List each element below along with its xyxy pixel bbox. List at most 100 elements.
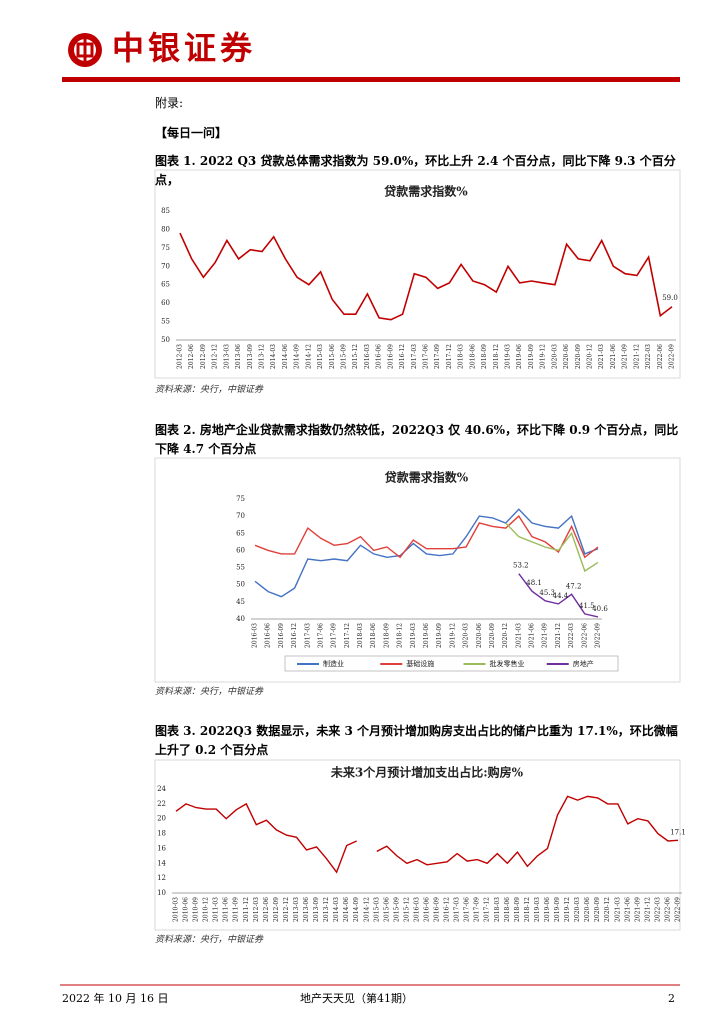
x-tick-label: 2021-09 [634,897,641,922]
legend-label: 批发零售业 [490,659,525,668]
x-tick-label: 2015-12 [352,344,359,369]
x-tick-label: 2019-03 [410,623,417,648]
data-label: 40.6 [592,605,608,613]
x-tick-label: 2011-12 [243,897,250,922]
y-tick-label: 75 [236,495,245,503]
x-tick-label: 2017-09 [474,897,481,922]
x-tick-label: 2021-03 [515,623,522,648]
line-series [505,522,599,573]
x-tick-label: 2014-12 [305,344,312,369]
x-tick-label: 2016-03 [364,344,371,369]
x-tick-label: 2018-12 [397,623,404,648]
legend-label: 基础设施 [406,659,434,668]
x-tick-label: 2010-06 [183,897,190,922]
y-tick-label: 60 [161,299,170,307]
y-tick-label: 55 [161,318,170,326]
x-tick-label: 2012-12 [283,897,290,922]
y-tick-label: 70 [236,512,245,520]
x-tick-label: 2013-12 [259,344,266,369]
x-tick-label: 2013-03 [223,344,230,369]
x-tick-label: 2020-03 [463,623,470,648]
brand: 中银证券 [112,29,257,67]
x-tick-label: 2012-09 [273,897,280,922]
chart-title: 未来3个月预计增加支出占比:购房% [330,765,524,780]
x-tick-label: 2020-09 [489,623,496,648]
y-tick-label: 20 [157,815,166,823]
x-tick-label: 2021-12 [633,344,640,369]
x-tick-label: 2021-06 [529,623,536,648]
x-tick-label: 2017-06 [464,897,471,922]
x-tick-label: 2019-09 [554,897,561,922]
line-series [254,515,599,559]
line-series [254,508,599,598]
x-tick-label: 2013-03 [293,897,300,922]
x-tick-label: 2010-03 [173,897,180,922]
data-label: 44.4 [553,592,569,600]
x-tick-label: 2019-06 [423,623,430,648]
source: 资料来源：央行，中银证券 [155,385,264,395]
x-tick-label: 2018-09 [514,897,521,922]
x-tick-label: 2021-12 [555,623,562,648]
x-tick-label: 2011-09 [233,897,240,922]
y-tick-label: 40 [236,615,245,623]
line-series [179,232,673,321]
line-series [175,795,679,874]
x-tick-label: 2022-06 [657,344,664,369]
y-tick-label: 70 [161,262,170,270]
x-tick-label: 2017-06 [423,344,430,369]
data-label: 53.2 [513,562,529,570]
x-tick-label: 2013-06 [235,344,242,369]
x-tick-label: 2022-09 [675,897,682,922]
x-tick-label: 2014-09 [353,897,360,922]
x-tick-label: 2020-06 [563,344,570,369]
x-tick-label: 2022-03 [568,623,575,648]
y-tick-label: 65 [161,281,170,289]
x-tick-label: 2017-06 [317,623,324,648]
y-tick-label: 14 [157,859,166,867]
x-tick-label: 2010-09 [193,897,200,922]
x-tick-label: 2018-09 [481,344,488,369]
x-tick-label: 2017-12 [344,623,351,648]
x-tick-label: 2019-06 [516,344,523,369]
x-tick-label: 2021-12 [644,897,651,922]
x-tick-label: 2017-12 [484,897,491,922]
x-tick-label: 2013-06 [303,897,310,922]
x-tick-label: 2011-06 [223,897,230,922]
x-tick-label: 2018-06 [370,623,377,648]
x-tick-label: 2018-03 [458,344,465,369]
x-tick-label: 2011-03 [213,897,220,922]
x-tick-label: 2019-03 [505,344,512,369]
header-rule [62,77,680,82]
x-tick-label: 2020-03 [551,344,558,369]
data-label: 41.5 [579,602,595,610]
frame [154,759,681,931]
x-tick-label: 2012-03 [253,897,260,922]
x-tick-label: 2019-06 [544,897,551,922]
y-tick-label: 50 [236,581,245,589]
x-tick-label: 2018-12 [493,344,500,369]
frame [154,457,681,683]
x-tick-label: 2022-03 [654,897,661,922]
x-tick-label: 2020-12 [587,344,594,369]
x-tick-label: 2015-09 [393,897,400,922]
caption: 图表 3. 2022Q3 数据显示，未来 3 个月预计增加购房支出占比的储户比重… [155,724,678,757]
y-tick-label: 85 [161,207,170,215]
x-tick-label: 2015-12 [403,897,410,922]
y-tick-label: 22 [157,800,166,808]
y-tick-label: 65 [236,529,245,537]
x-tick-label: 2021-03 [614,897,621,922]
legend-label: 房地产 [573,659,594,668]
appendix: 附录: [155,96,184,110]
x-tick-label: 2015-06 [329,344,336,369]
x-tick-label: 2016-09 [434,897,441,922]
x-tick-label: 2015-09 [341,344,348,369]
x-tick-label: 2013-09 [247,344,254,369]
x-tick-label: 2021-06 [624,897,631,922]
x-tick-label: 2019-12 [540,344,547,369]
x-tick-label: 2022-06 [664,897,671,922]
x-tick-label: 2021-06 [610,344,617,369]
x-tick-label: 2021-09 [622,344,629,369]
x-tick-label: 2014-03 [333,897,340,922]
footer-title: 地产天天见（第41期） [300,992,413,1005]
